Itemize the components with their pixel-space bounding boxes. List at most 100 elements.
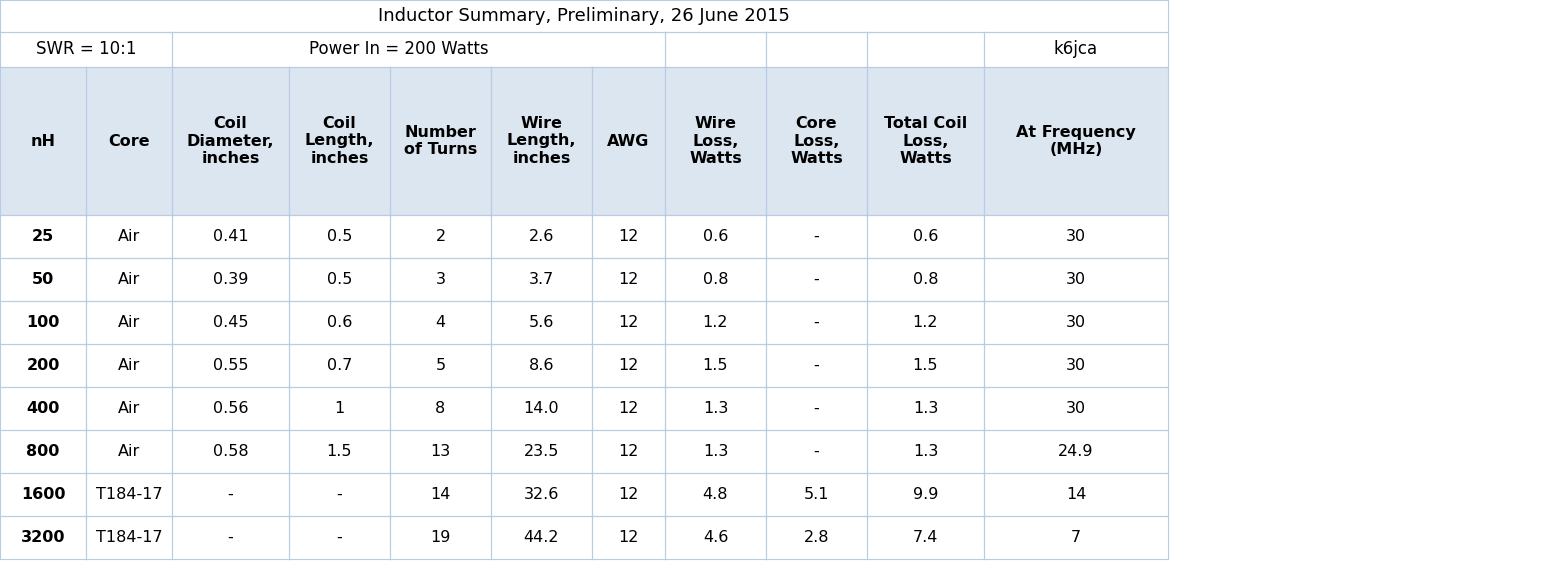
- Text: Number
of Turns: Number of Turns: [405, 125, 477, 157]
- Text: 100: 100: [27, 315, 60, 330]
- Text: 30: 30: [1066, 272, 1087, 287]
- Bar: [985, 344, 1168, 387]
- Text: -: -: [227, 487, 234, 502]
- Bar: [985, 67, 1168, 215]
- Text: 0.39: 0.39: [213, 272, 248, 287]
- Text: 200: 200: [27, 358, 60, 373]
- Bar: [867, 258, 985, 301]
- Bar: [491, 516, 593, 559]
- Bar: [491, 67, 593, 215]
- Text: 32.6: 32.6: [524, 487, 560, 502]
- Bar: [86, 387, 172, 430]
- Text: 14.0: 14.0: [524, 401, 560, 416]
- Text: T184-17: T184-17: [96, 530, 163, 545]
- Text: 5: 5: [436, 358, 445, 373]
- Text: 1.3: 1.3: [913, 444, 938, 459]
- Bar: [172, 258, 289, 301]
- Bar: [390, 344, 491, 387]
- Text: 0.56: 0.56: [213, 401, 248, 416]
- Text: -: -: [337, 487, 342, 502]
- Text: 12: 12: [618, 487, 638, 502]
- Bar: [172, 67, 289, 215]
- Text: Air: Air: [118, 315, 140, 330]
- Text: 0.5: 0.5: [326, 229, 353, 244]
- Text: Core: Core: [108, 133, 151, 149]
- Bar: [172, 473, 289, 516]
- Bar: [665, 387, 767, 430]
- Text: 0.6: 0.6: [326, 315, 353, 330]
- Bar: [665, 430, 767, 473]
- Bar: [172, 516, 289, 559]
- Bar: [767, 344, 867, 387]
- Bar: [0, 215, 86, 258]
- Text: Total Coil
Loss,
Watts: Total Coil Loss, Watts: [884, 116, 967, 166]
- Bar: [172, 215, 289, 258]
- Bar: [86, 67, 172, 215]
- Bar: [86, 344, 172, 387]
- Bar: [985, 387, 1168, 430]
- Text: 7.4: 7.4: [913, 530, 938, 545]
- Text: -: -: [814, 315, 820, 330]
- Text: -: -: [227, 530, 234, 545]
- Text: 3.7: 3.7: [528, 272, 554, 287]
- Bar: [390, 387, 491, 430]
- Text: 14: 14: [430, 487, 450, 502]
- Text: 1.3: 1.3: [702, 401, 728, 416]
- Text: 4.8: 4.8: [702, 487, 728, 502]
- Text: 3200: 3200: [20, 530, 66, 545]
- Bar: [0, 67, 86, 215]
- Bar: [593, 516, 665, 559]
- Text: 0.6: 0.6: [702, 229, 728, 244]
- Text: 8: 8: [436, 401, 445, 416]
- Text: Inductor Summary, Preliminary, 26 June 2015: Inductor Summary, Preliminary, 26 June 2…: [378, 7, 790, 25]
- Bar: [0, 32, 172, 67]
- Bar: [491, 344, 593, 387]
- Bar: [289, 344, 390, 387]
- Bar: [985, 473, 1168, 516]
- Bar: [767, 516, 867, 559]
- Text: 44.2: 44.2: [524, 530, 560, 545]
- Bar: [289, 516, 390, 559]
- Bar: [491, 258, 593, 301]
- Bar: [0, 516, 86, 559]
- Text: 12: 12: [618, 401, 638, 416]
- Bar: [86, 301, 172, 344]
- Bar: [985, 430, 1168, 473]
- Text: 0.5: 0.5: [326, 272, 353, 287]
- Text: 30: 30: [1066, 229, 1087, 244]
- Bar: [665, 344, 767, 387]
- Text: Wire
Length,
inches: Wire Length, inches: [506, 116, 577, 166]
- Bar: [0, 0, 1168, 32]
- Text: 0.45: 0.45: [213, 315, 248, 330]
- Bar: [985, 301, 1168, 344]
- Bar: [491, 387, 593, 430]
- Text: 1600: 1600: [20, 487, 66, 502]
- Bar: [985, 32, 1168, 67]
- Bar: [289, 258, 390, 301]
- Text: 12: 12: [618, 444, 638, 459]
- Bar: [985, 516, 1168, 559]
- Text: 23.5: 23.5: [524, 444, 560, 459]
- Bar: [172, 344, 289, 387]
- Bar: [767, 215, 867, 258]
- Bar: [390, 301, 491, 344]
- Text: 1.2: 1.2: [702, 315, 728, 330]
- Bar: [289, 215, 390, 258]
- Text: Air: Air: [118, 358, 140, 373]
- Bar: [767, 430, 867, 473]
- Bar: [0, 430, 86, 473]
- Text: Wire
Loss,
Watts: Wire Loss, Watts: [688, 116, 742, 166]
- Bar: [867, 32, 985, 67]
- Bar: [665, 32, 767, 67]
- Text: -: -: [814, 401, 820, 416]
- Bar: [767, 258, 867, 301]
- Text: Coil
Length,
inches: Coil Length, inches: [304, 116, 375, 166]
- Text: -: -: [814, 444, 820, 459]
- Bar: [172, 430, 289, 473]
- Bar: [0, 258, 86, 301]
- Bar: [593, 301, 665, 344]
- Bar: [665, 516, 767, 559]
- Bar: [172, 32, 665, 67]
- Text: Power In = 200 Watts: Power In = 200 Watts: [309, 41, 488, 59]
- Text: T184-17: T184-17: [96, 487, 163, 502]
